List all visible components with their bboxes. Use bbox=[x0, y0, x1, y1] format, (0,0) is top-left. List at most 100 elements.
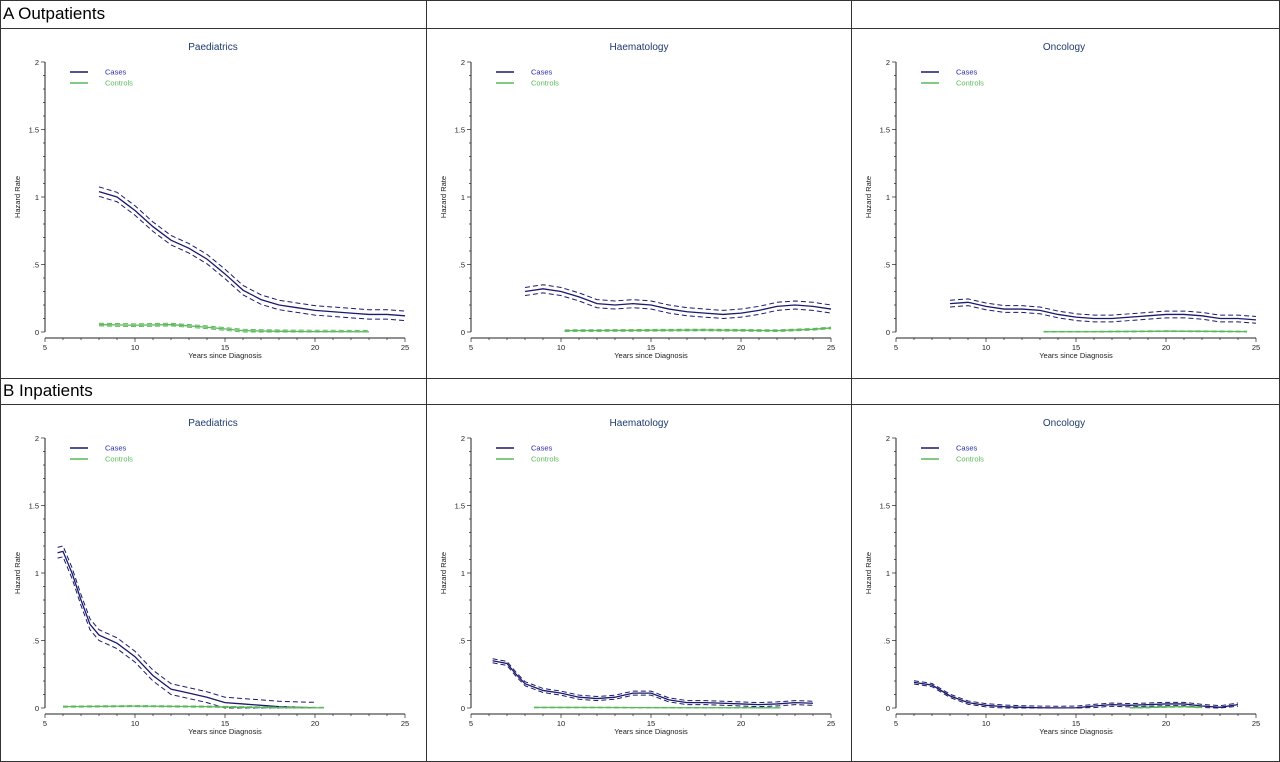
x-tick-label: 10 bbox=[557, 343, 565, 352]
x-tick-label: 20 bbox=[1162, 343, 1170, 352]
chart-title: Oncology bbox=[1043, 418, 1085, 429]
x-tick-label: 20 bbox=[1162, 719, 1170, 728]
x-tick-label: 15 bbox=[647, 719, 655, 728]
header-divider-b bbox=[0, 404, 1280, 405]
series-upper-ci bbox=[98, 186, 406, 312]
chart-title: Paediatrics bbox=[188, 418, 237, 429]
x-tick-label: 25 bbox=[1252, 719, 1260, 728]
x-tick-label: 15 bbox=[221, 343, 229, 352]
series-upper-ci bbox=[949, 298, 1257, 317]
series-upper-ci bbox=[913, 680, 1239, 707]
x-tick-label: 10 bbox=[982, 719, 990, 728]
series-line-controls bbox=[1129, 705, 1203, 709]
series-lower-ci bbox=[524, 292, 832, 320]
series-line-controls bbox=[62, 705, 325, 709]
section-label-inpatients: B Inpatients bbox=[3, 381, 93, 400]
legend-label: Cases bbox=[956, 68, 978, 77]
legend-label: Controls bbox=[105, 79, 133, 88]
legend-label: Controls bbox=[956, 455, 984, 464]
series-line-cases bbox=[949, 301, 1257, 321]
series-line-controls bbox=[564, 327, 832, 332]
y-tick-label: 1 bbox=[35, 569, 39, 578]
legend-label: Cases bbox=[105, 68, 127, 77]
series-upper-ci bbox=[524, 284, 832, 311]
x-axis-label: Years since Diagnosis bbox=[188, 351, 262, 360]
y-tick-label: 1 bbox=[461, 193, 465, 202]
y-tick-label: .5 bbox=[459, 637, 465, 646]
x-tick-label: 25 bbox=[1252, 343, 1260, 352]
y-tick-label: 2 bbox=[461, 58, 465, 67]
x-tick-label: 10 bbox=[131, 343, 139, 352]
series-lower-ci bbox=[492, 662, 814, 708]
y-tick-label: 0 bbox=[35, 328, 39, 337]
series-lower-ci bbox=[98, 195, 406, 322]
y-tick-label: .5 bbox=[33, 637, 39, 646]
x-axis-label: Years since Diagnosis bbox=[614, 351, 688, 360]
x-tick-label: 5 bbox=[894, 719, 898, 728]
y-tick-label: 2 bbox=[461, 434, 465, 443]
y-tick-label: 1 bbox=[886, 193, 890, 202]
y-tick-label: .5 bbox=[884, 261, 890, 270]
y-axis-label: Hazard Rate bbox=[13, 552, 22, 594]
series-lower-ci bbox=[913, 683, 1239, 709]
column-divider-2 bbox=[851, 0, 852, 762]
chart-title: Oncology bbox=[1043, 42, 1085, 53]
x-tick-label: 10 bbox=[557, 719, 565, 728]
y-tick-label: .5 bbox=[459, 261, 465, 270]
y-tick-label: 0 bbox=[35, 704, 39, 713]
series-line-cases bbox=[524, 288, 832, 316]
header-divider-a bbox=[0, 28, 1280, 29]
legend-label: Cases bbox=[531, 68, 553, 77]
series-upper-ci bbox=[98, 322, 370, 331]
y-axis-label: Hazard Rate bbox=[864, 176, 873, 218]
y-axis-label: Hazard Rate bbox=[864, 552, 873, 594]
y-tick-label: 1.5 bbox=[880, 126, 890, 135]
x-axis-label: Years since Diagnosis bbox=[614, 727, 688, 736]
x-tick-label: 10 bbox=[131, 719, 139, 728]
legend-label: Controls bbox=[531, 79, 559, 88]
y-tick-label: .5 bbox=[33, 261, 39, 270]
legend-label: Controls bbox=[531, 455, 559, 464]
series-lower-ci bbox=[564, 328, 832, 332]
series-line-controls bbox=[1043, 330, 1248, 333]
legend-label: Controls bbox=[105, 455, 133, 464]
legend-label: Cases bbox=[531, 444, 553, 453]
chart-title: Haematology bbox=[610, 418, 669, 429]
x-tick-label: 20 bbox=[311, 343, 319, 352]
x-axis-label: Years since Diagnosis bbox=[1039, 351, 1113, 360]
y-tick-label: .5 bbox=[884, 637, 890, 646]
x-tick-label: 5 bbox=[894, 343, 898, 352]
y-tick-label: 2 bbox=[886, 434, 890, 443]
y-axis-label: Hazard Rate bbox=[13, 176, 22, 218]
x-tick-label: 25 bbox=[827, 343, 835, 352]
series-line-cases bbox=[913, 681, 1239, 709]
y-tick-label: 0 bbox=[886, 704, 890, 713]
section-label-outpatients: A Outpatients bbox=[3, 4, 106, 23]
x-tick-label: 20 bbox=[737, 343, 745, 352]
x-tick-label: 5 bbox=[43, 719, 47, 728]
x-tick-label: 15 bbox=[221, 719, 229, 728]
x-tick-label: 5 bbox=[469, 719, 473, 728]
x-tick-label: 20 bbox=[311, 719, 319, 728]
series-line-cases bbox=[492, 660, 814, 706]
series-line-controls bbox=[98, 323, 370, 333]
chart-title: Paediatrics bbox=[188, 42, 237, 53]
y-tick-label: 1 bbox=[886, 569, 890, 578]
x-tick-label: 5 bbox=[43, 343, 47, 352]
y-tick-label: 1.5 bbox=[29, 502, 39, 511]
series-line-cases bbox=[57, 550, 316, 709]
y-axis-label: Hazard Rate bbox=[439, 552, 448, 594]
legend-label: Cases bbox=[956, 444, 978, 453]
y-tick-label: 0 bbox=[461, 328, 465, 337]
y-axis-label: Hazard Rate bbox=[439, 176, 448, 218]
x-tick-label: 15 bbox=[647, 343, 655, 352]
x-tick-label: 15 bbox=[1072, 343, 1080, 352]
y-tick-label: 2 bbox=[886, 58, 890, 67]
y-tick-label: 1.5 bbox=[29, 126, 39, 135]
series-upper-ci bbox=[492, 658, 814, 704]
y-tick-label: 1.5 bbox=[455, 502, 465, 511]
